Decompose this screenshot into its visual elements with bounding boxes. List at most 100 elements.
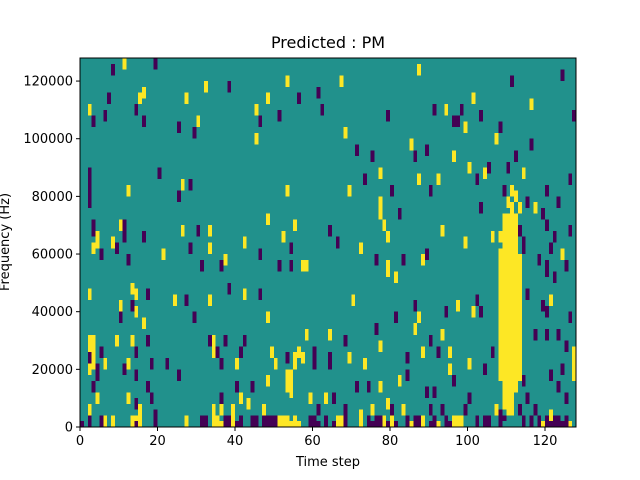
heatmap-cell [545, 259, 549, 278]
heatmap-cell [370, 403, 375, 416]
heatmap-cell [269, 415, 274, 427]
heatmap-cell [545, 328, 549, 341]
heatmap-cell [444, 104, 449, 116]
heatmap-cell [448, 363, 453, 376]
heatmap-cell [176, 190, 181, 203]
heatmap-cell [362, 357, 367, 370]
heatmap-cell [521, 415, 526, 427]
heatmap-cell [548, 409, 553, 422]
heatmap-cell [506, 161, 511, 174]
heatmap-cell [157, 167, 162, 180]
heatmap-cell [114, 334, 119, 347]
heatmap-cell [254, 132, 259, 145]
heatmap-cell [211, 334, 216, 358]
heatmap-cell [393, 421, 398, 427]
heatmap-cell [355, 144, 360, 157]
heatmap-cell [173, 294, 177, 306]
heatmap-cell [521, 375, 526, 387]
heatmap-cell [335, 415, 340, 427]
heatmap-cell [207, 334, 212, 347]
heatmap-cell [285, 184, 290, 197]
heatmap-cell [238, 415, 243, 427]
heatmap-cell [467, 357, 472, 370]
heatmap-cell [525, 392, 530, 404]
heatmap-cell [424, 386, 429, 399]
x-tick-label: 100 [455, 434, 480, 449]
x-tick-label: 120 [533, 434, 558, 449]
heatmap-cell [87, 104, 92, 116]
heatmap-cell [517, 202, 522, 214]
heatmap-cell [142, 115, 146, 128]
heatmap-cell [529, 138, 534, 151]
heatmap-cell [91, 380, 96, 393]
heatmap-cell [308, 415, 313, 427]
heatmap-cell [219, 403, 224, 416]
heatmap-cell [204, 81, 208, 93]
heatmap-cell [91, 219, 96, 237]
heatmap-cell [413, 415, 418, 427]
heatmap-cell [455, 300, 460, 312]
heatmap-cell [378, 415, 383, 427]
heatmap-cell [494, 132, 499, 145]
heatmap-cell [417, 173, 422, 185]
heatmap-cell [126, 184, 131, 197]
heatmap-cell [122, 219, 127, 243]
heatmap-cell [126, 254, 131, 266]
heatmap-cell [134, 305, 139, 318]
heatmap-cell [548, 294, 553, 306]
heatmap-cell [324, 392, 329, 404]
heatmap-cell [517, 225, 522, 237]
heatmap-cell [95, 230, 100, 249]
heatmap-cell [386, 230, 391, 243]
y-axis-label: Frequency (Hz) [0, 193, 13, 291]
heatmap-cell [149, 357, 154, 370]
heatmap-cell [440, 328, 445, 341]
heatmap-cell [506, 196, 511, 208]
heatmap-cell [486, 161, 491, 174]
heatmap-cell [215, 415, 220, 427]
heatmap-cell [289, 259, 294, 272]
heatmap-cell [130, 300, 135, 312]
heatmap-cell [95, 392, 100, 404]
heatmap-cell [207, 225, 212, 237]
heatmap-cell [281, 230, 286, 243]
heatmap-cell [467, 392, 472, 404]
heatmap-cell [142, 317, 146, 329]
heatmap-cell [250, 380, 255, 393]
heatmap-cell [397, 375, 402, 387]
heatmap-cell [510, 184, 515, 197]
heatmap-cell [510, 202, 515, 416]
heatmap-cell [393, 271, 398, 283]
heatmap-cell [545, 415, 549, 427]
heatmap-cell [459, 104, 464, 116]
heatmap-cell [428, 421, 433, 427]
heatmap-cell [246, 398, 251, 410]
heatmap-cell [564, 259, 569, 272]
heatmap-cell [541, 207, 546, 220]
y-tick-label: 0 [65, 421, 73, 436]
heatmap-cell [254, 415, 259, 427]
heatmap-cell [572, 346, 577, 381]
heatmap-cell [219, 392, 224, 404]
heatmap-cell [378, 167, 383, 180]
heatmap-cell [393, 311, 398, 324]
heatmap-cell [517, 254, 522, 381]
heatmap-cell [560, 69, 565, 82]
heatmap-cell [378, 340, 383, 353]
heatmap-cell [347, 184, 352, 197]
heatmap-cell [297, 92, 301, 105]
heatmap-cell [475, 294, 480, 306]
heatmap-cell [541, 300, 546, 312]
heatmap-cell [455, 115, 460, 128]
heatmap-cell [99, 415, 104, 427]
heatmap-cell [176, 121, 181, 133]
heatmap-cell [343, 403, 348, 416]
heatmap-cell [219, 259, 224, 272]
heatmap-cell [180, 179, 185, 191]
heatmap-cell [107, 92, 112, 105]
heatmap-cell [126, 357, 131, 370]
heatmap-cell [184, 92, 189, 105]
heatmap-cell [452, 150, 456, 162]
heatmap-cell [452, 115, 456, 128]
